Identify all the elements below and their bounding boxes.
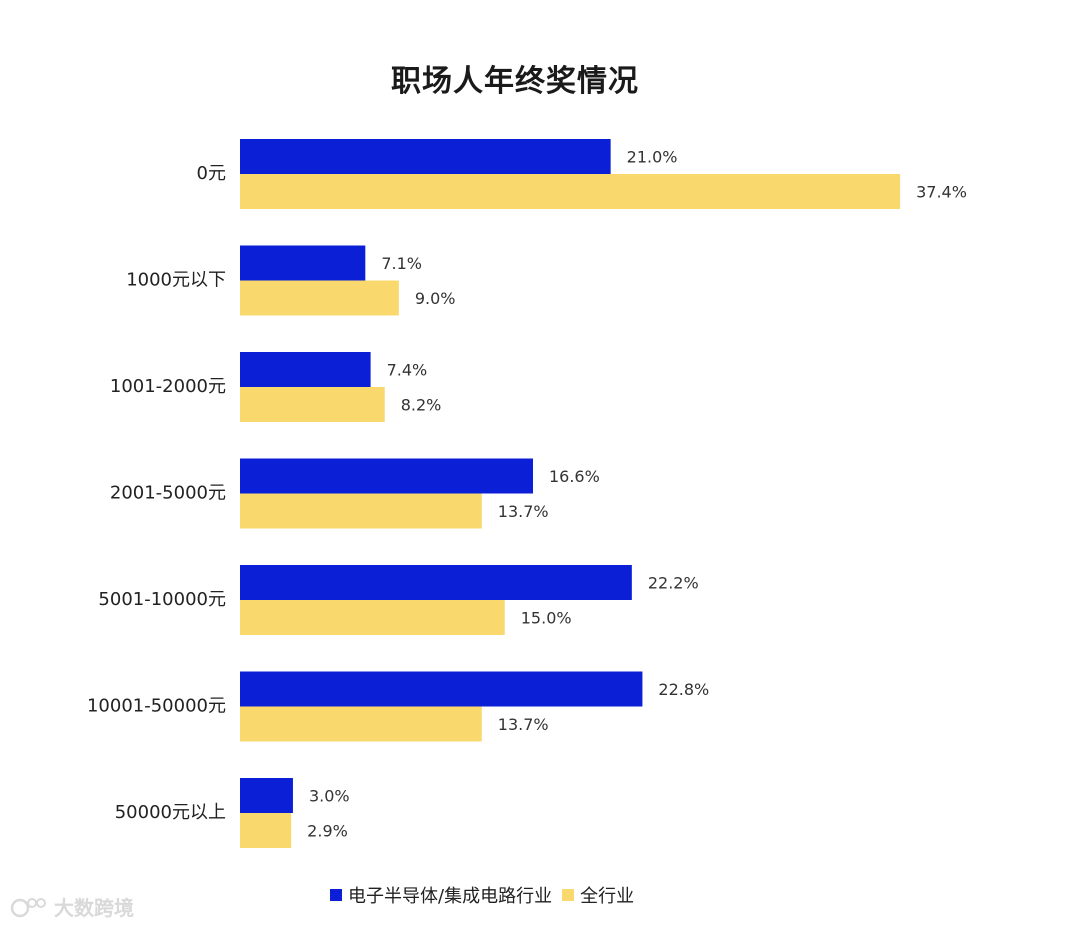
legend-item-series1: 电子半导体/集成电路行业	[330, 882, 552, 908]
legend-item-series2: 全行业	[562, 882, 634, 908]
data-label-series1: 21.0%	[627, 148, 678, 167]
bar-series1	[240, 671, 643, 707]
data-label-series2: 37.4%	[916, 183, 967, 202]
legend-swatch-series1	[330, 889, 342, 901]
legend-label-series1: 电子半导体/集成电路行业	[348, 886, 553, 907]
data-label-series1: 22.8%	[658, 680, 709, 699]
category-label: 5001-10000元	[98, 589, 226, 610]
data-label-series1: 3.0%	[309, 787, 350, 806]
category-label: 50000元以上	[115, 802, 226, 823]
category-label: 1001-2000元	[110, 376, 226, 397]
data-label-series2: 13.7%	[498, 502, 549, 521]
bar-series1	[240, 352, 371, 387]
bar-series2	[240, 387, 385, 422]
data-label-series2: 8.2%	[401, 396, 442, 415]
bar-series2	[240, 706, 482, 742]
bar-series1	[240, 139, 611, 174]
data-label-series1: 16.6%	[549, 467, 600, 486]
bar-series1	[240, 458, 533, 494]
bar-series1	[240, 245, 366, 281]
legend-swatch-series2	[562, 889, 575, 901]
data-label-series2: 15.0%	[521, 609, 572, 628]
data-label-series2: 9.0%	[415, 289, 456, 308]
bar-series2	[240, 600, 505, 635]
bar-series2	[240, 493, 482, 529]
category-label: 0元	[197, 163, 226, 184]
category-label: 2001-5000元	[110, 483, 226, 504]
watermark-logo-icon	[10, 897, 46, 917]
data-label-series1: 7.1%	[381, 254, 422, 273]
watermark-text: 大数跨境	[54, 896, 134, 920]
bar-series1	[240, 565, 632, 600]
bar-series2	[240, 174, 901, 209]
bar-series2	[240, 813, 292, 848]
data-label-series2: 13.7%	[498, 715, 549, 734]
chart-title: 职场人年终奖情况	[391, 64, 639, 99]
data-label-series1: 22.2%	[648, 574, 699, 593]
bar-series1	[240, 778, 293, 813]
chart-legend: 电子半导体/集成电路行业 全行业	[330, 882, 644, 908]
category-label: 10001-50000元	[87, 696, 226, 717]
data-label-series1: 7.4%	[387, 361, 428, 380]
data-label-series2: 2.9%	[307, 822, 348, 841]
watermark: 大数跨境	[10, 892, 134, 921]
bar-series2	[240, 280, 399, 316]
legend-label-series2: 全行业	[580, 886, 635, 907]
category-label: 1000元以下	[126, 270, 226, 291]
